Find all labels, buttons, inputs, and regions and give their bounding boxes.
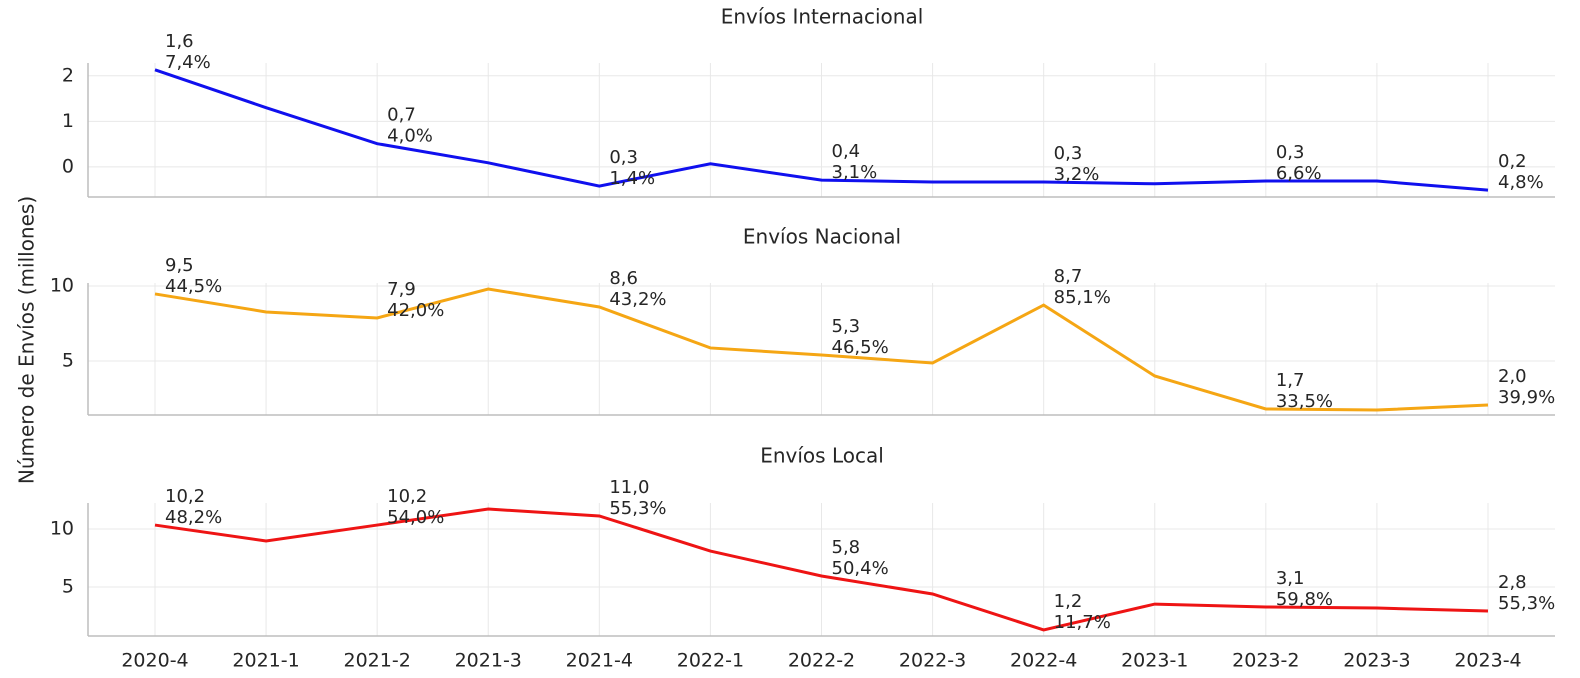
data-annotation: 55,3% — [1498, 593, 1555, 614]
data-annotation: 48,2% — [165, 507, 222, 528]
series-line — [154, 68, 1489, 192]
data-annotation: 5,3 — [832, 316, 861, 337]
data-annotation: 33,5% — [1276, 391, 1333, 412]
x-tick-label: 2021-4 — [566, 650, 633, 672]
x-tick-label: 2022-3 — [899, 650, 966, 672]
data-annotation: 54,0% — [387, 507, 444, 528]
data-annotation: 8,7 — [1054, 266, 1083, 287]
data-annotation: 11,0 — [609, 477, 649, 498]
x-tick-label: 2021-3 — [455, 650, 522, 672]
y-tick-label: 1 — [62, 110, 74, 132]
x-tick-label: 2021-1 — [232, 650, 299, 672]
x-tick-label: 2022-2 — [788, 650, 855, 672]
data-annotation: 7,4% — [165, 52, 211, 73]
data-annotation: 11,7% — [1054, 612, 1111, 633]
y-tick-label: 0 — [62, 155, 74, 177]
y-tick-label: 10 — [50, 517, 74, 539]
x-tick-label: 2023-3 — [1343, 650, 1410, 672]
data-annotation: 10,2 — [165, 486, 205, 507]
data-annotation: 39,9% — [1498, 387, 1555, 408]
y-tick-label: 5 — [62, 350, 74, 372]
data-annotation: 0,3 — [609, 147, 638, 168]
data-annotation: 43,2% — [609, 289, 666, 310]
data-annotation: 0,2 — [1498, 151, 1527, 172]
series-line — [154, 507, 1489, 632]
x-tick-label: 2023-1 — [1121, 650, 1188, 672]
data-annotation: 0,7 — [387, 105, 416, 126]
data-annotation: 4,0% — [387, 126, 433, 147]
data-annotation: 9,5 — [165, 255, 194, 276]
y-tick-label: 5 — [62, 576, 74, 598]
data-annotation: 3,1% — [832, 162, 878, 183]
series-line — [154, 287, 1489, 412]
x-tick-label: 2020-4 — [121, 650, 188, 672]
data-annotation: 2,0 — [1498, 366, 1527, 387]
y-axis-label: Número de Envíos (millones) — [15, 196, 39, 484]
data-annotation: 0,3 — [1054, 143, 1083, 164]
data-annotation: 44,5% — [165, 276, 222, 297]
data-annotation: 10,2 — [387, 486, 427, 507]
x-tick-label: 2023-4 — [1454, 650, 1521, 672]
data-annotation: 55,3% — [609, 498, 666, 519]
y-tick-label: 2 — [62, 64, 74, 86]
panel-title: Envíos Internacional — [721, 5, 924, 29]
data-annotation: 50,4% — [832, 558, 889, 579]
x-tick-label: 2021-2 — [344, 650, 411, 672]
data-annotation: 6,6% — [1276, 163, 1322, 184]
data-annotation: 46,5% — [832, 337, 889, 358]
data-annotation: 1,6 — [165, 31, 194, 52]
data-annotation: 3,2% — [1054, 164, 1100, 185]
panel-title: Envíos Nacional — [743, 225, 901, 249]
panel-title: Envíos Local — [760, 444, 884, 468]
data-annotation: 42,0% — [387, 300, 444, 321]
data-annotation: 85,1% — [1054, 287, 1111, 308]
x-tick-label: 2022-1 — [677, 650, 744, 672]
data-annotation: 8,6 — [609, 268, 638, 289]
data-annotation: 5,8 — [832, 537, 861, 558]
data-annotation: 2,8 — [1498, 572, 1527, 593]
data-annotation: 3,1 — [1276, 568, 1305, 589]
data-annotation: 0,3 — [1276, 142, 1305, 163]
data-annotation: 1,2 — [1054, 591, 1083, 612]
data-annotation: 4,8% — [1498, 172, 1544, 193]
x-tick-label: 2023-2 — [1232, 650, 1299, 672]
data-annotation: 0,4 — [832, 141, 861, 162]
data-annotation: 59,8% — [1276, 589, 1333, 610]
data-annotation: 1,4% — [609, 168, 655, 189]
x-tick-label: 2022-4 — [1010, 650, 1077, 672]
data-annotation: 7,9 — [387, 279, 416, 300]
y-tick-label: 10 — [50, 275, 74, 297]
data-annotation: 1,7 — [1276, 370, 1305, 391]
